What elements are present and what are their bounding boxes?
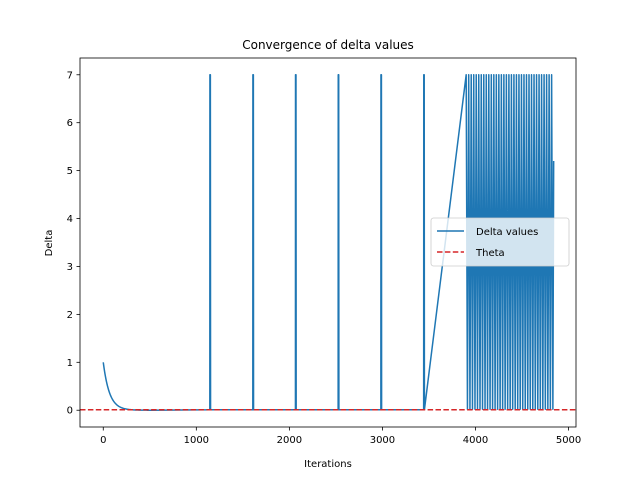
legend-label: Delta values — [476, 227, 538, 238]
x-tick-label: 3000 — [370, 435, 395, 446]
x-tick-label: 1000 — [184, 435, 209, 446]
x-axis: 0 1000 2000 3000 4000 5000 — [100, 427, 581, 446]
x-tick-label: 0 — [100, 435, 106, 446]
x-tick-label: 2000 — [277, 435, 302, 446]
x-axis-label: Iterations — [304, 459, 352, 470]
y-tick-label: 1 — [67, 358, 73, 369]
y-tick-label: 6 — [67, 118, 73, 129]
y-axis: 0 1 2 3 4 5 6 7 — [67, 70, 80, 417]
y-tick-label: 2 — [67, 310, 73, 321]
x-tick-label: 4000 — [463, 435, 488, 446]
chart-title: Convergence of delta values — [242, 38, 414, 52]
y-tick-label: 7 — [67, 70, 73, 81]
x-tick-label: 5000 — [556, 435, 581, 446]
y-tick-label: 4 — [67, 214, 73, 225]
plot-frame — [79, 57, 577, 428]
y-tick-label: 3 — [67, 262, 73, 273]
y-axis-label: Delta — [44, 230, 55, 257]
y-tick-label: 0 — [67, 406, 73, 417]
legend: Delta values Theta — [430, 217, 570, 267]
legend-label: Theta — [475, 248, 505, 259]
legend-box — [430, 217, 570, 267]
y-tick-label: 5 — [67, 166, 73, 177]
